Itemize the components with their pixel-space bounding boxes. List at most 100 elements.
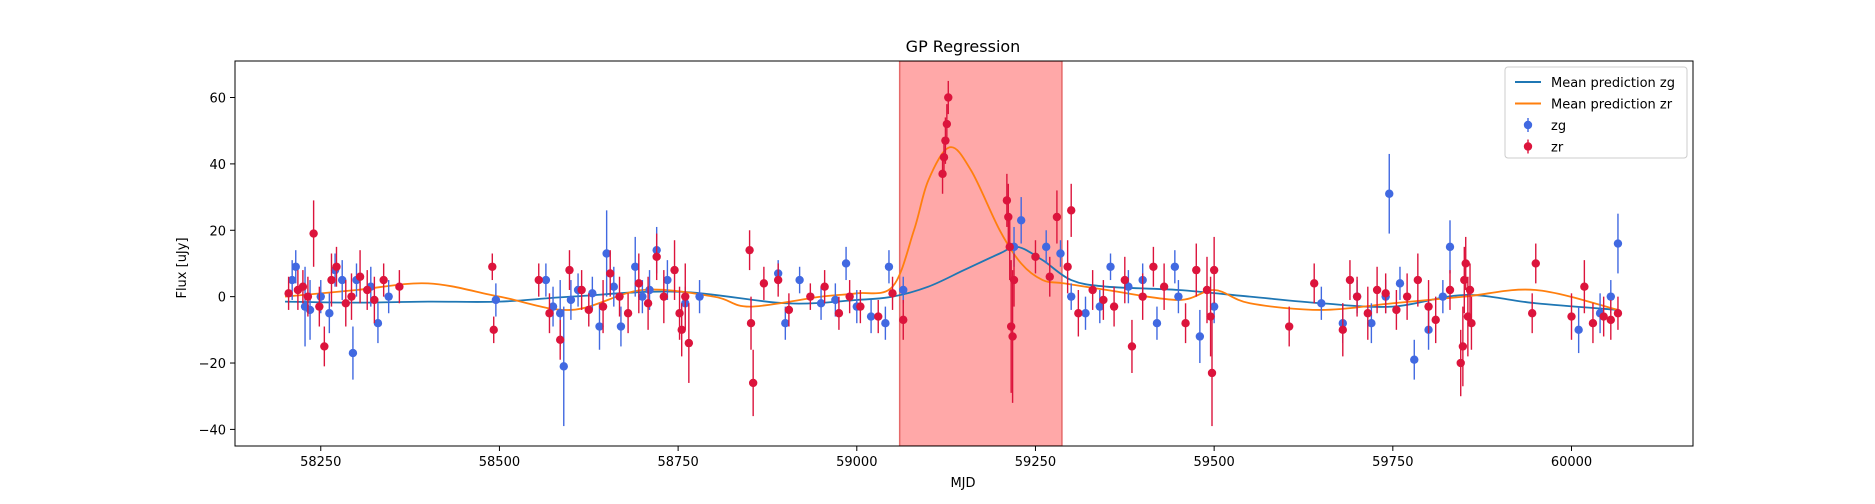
series-line-zg — [285, 245, 1619, 311]
data-point-zr — [1149, 262, 1158, 271]
data-point-zr — [1465, 285, 1475, 295]
data-point-zr — [748, 378, 758, 388]
data-point-zg — [287, 275, 297, 285]
data-point-zr — [684, 338, 694, 348]
plot-frame — [234, 60, 1694, 447]
data-point-zr — [1531, 259, 1540, 268]
data-point-zg — [595, 322, 604, 331]
data-point-zr — [598, 302, 608, 311]
data-point-zr — [759, 279, 769, 288]
data-point-zr — [1431, 315, 1440, 325]
data-point-zg — [1438, 292, 1448, 301]
data-point-zg — [616, 322, 626, 331]
data-point-zr — [1580, 282, 1589, 291]
data-point-zr — [938, 169, 947, 179]
data-point-zr — [395, 282, 404, 291]
data-point-zr — [1052, 212, 1062, 222]
data-point-zr — [315, 302, 324, 311]
data-point-zr — [888, 289, 897, 298]
data-point-zg — [1106, 262, 1115, 271]
data-point-zr — [1456, 358, 1465, 368]
data-point-zg — [831, 295, 840, 305]
data-point-zg — [1395, 279, 1405, 288]
data-point-zr — [327, 275, 336, 285]
data-point-zr — [584, 305, 593, 315]
data-point-zr — [659, 292, 669, 301]
data-point-zr — [623, 309, 633, 318]
data-point-zr — [347, 292, 356, 301]
data-point-zr — [941, 136, 950, 145]
legend-label-zg: zg — [1551, 119, 1566, 134]
data-point-zg — [1016, 216, 1026, 225]
data-point-zr — [1045, 272, 1054, 281]
data-point-zr — [643, 299, 653, 308]
data-point-zr — [1588, 318, 1598, 328]
data-point-zg — [491, 295, 501, 305]
data-point-zg — [1124, 282, 1133, 291]
data-point-zr — [681, 292, 690, 301]
data-point-zr — [652, 252, 661, 262]
x-tick-label: 58500 — [479, 455, 520, 470]
data-point-zr — [1009, 275, 1019, 285]
x-tick-label: 59000 — [836, 455, 877, 470]
data-point-zr — [1063, 262, 1072, 271]
data-point-zr — [320, 342, 329, 351]
data-point-zr — [1352, 292, 1362, 301]
data-point-zr — [1192, 265, 1201, 275]
data-point-zg — [631, 262, 640, 271]
data-point-zr — [1181, 318, 1190, 328]
data-point-zr — [746, 318, 756, 328]
data-point-zr — [834, 309, 844, 318]
x-axis-label: MJD — [950, 476, 975, 491]
data-point-zr — [1345, 275, 1355, 285]
data-point-zr — [341, 299, 350, 308]
data-point-zg — [1195, 332, 1205, 341]
x-tick-label: 59750 — [1372, 455, 1413, 470]
data-point-zg — [384, 292, 393, 301]
x-tick-label: 59250 — [1015, 455, 1056, 470]
data-point-zr — [332, 262, 341, 271]
y-axis-label: Flux [uJy] — [175, 237, 190, 298]
data-point-zr — [1599, 312, 1608, 321]
data-point-zg — [645, 285, 654, 295]
data-point-zg — [841, 259, 851, 268]
data-point-zr — [555, 335, 565, 344]
data-point-zg — [373, 318, 383, 328]
data-point-zr — [1527, 309, 1537, 318]
data-point-zr — [1127, 342, 1137, 351]
data-point-zr — [784, 305, 794, 315]
data-point-zg — [338, 275, 347, 285]
x-tick-label: 60000 — [1551, 455, 1592, 470]
data-point-zg — [541, 275, 551, 285]
data-point-zg — [1445, 242, 1455, 252]
data-point-zg — [866, 312, 876, 321]
data-point-zr — [1445, 285, 1455, 295]
data-point-zg — [1410, 355, 1419, 364]
data-point-zr — [1461, 259, 1470, 268]
data-point-zr — [1310, 279, 1319, 288]
data-point-zr — [1209, 265, 1219, 275]
data-point-zg — [1067, 292, 1076, 301]
data-point-zr — [745, 245, 754, 255]
data-point-zr — [1567, 312, 1576, 321]
data-point-zr — [309, 229, 318, 238]
legend-label-mean-prediction-zg: Mean prediction zg — [1551, 76, 1675, 91]
data-point-zr — [379, 275, 388, 285]
data-point-zr — [545, 309, 554, 318]
data-point-zg — [548, 302, 558, 311]
data-point-zr — [298, 282, 308, 291]
data-point-zr — [1138, 292, 1147, 301]
data-point-zr — [1031, 252, 1040, 262]
data-point-zr — [1284, 322, 1294, 331]
y-tick-label: 60 — [209, 92, 226, 107]
data-point-zr — [1402, 292, 1412, 301]
data-point-zr — [1606, 315, 1616, 325]
y-tick-label: 40 — [209, 158, 226, 173]
data-point-zr — [1458, 342, 1468, 351]
data-point-zg — [559, 362, 568, 371]
data-point-zg — [555, 309, 565, 318]
data-point-zr — [303, 292, 313, 301]
y-tick-label: −40 — [199, 423, 226, 438]
data-point-zr — [634, 279, 644, 288]
